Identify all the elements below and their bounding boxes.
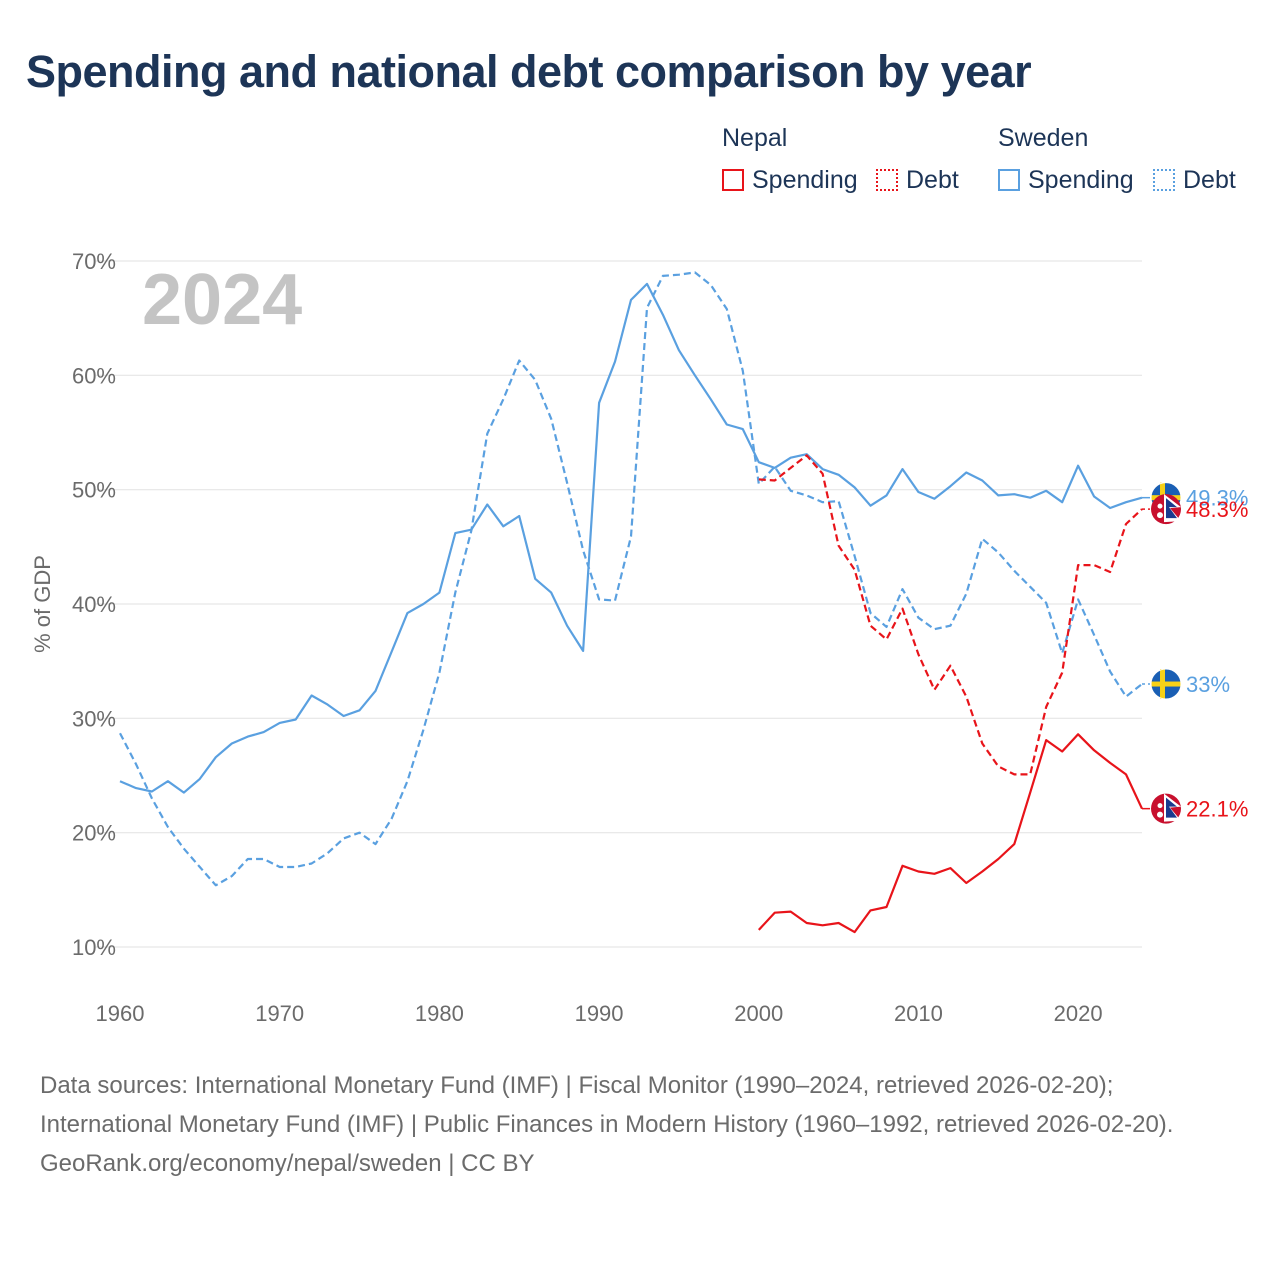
end-value-label: 49.3%	[1186, 486, 1248, 511]
sweden-flag-icon	[1150, 668, 1182, 700]
legend-nepal-spending[interactable]: Spending	[722, 165, 858, 195]
flag-border	[1166, 498, 1177, 519]
credit-link[interactable]: GeoRank.org/economy/nepal/sweden | CC BY	[40, 1150, 535, 1177]
sweden-debt-line[interactable]	[119, 271, 1143, 887]
legend-label: Debt	[1183, 165, 1236, 194]
legend-nepal-title: Nepal	[722, 124, 788, 152]
nepal-spending-line[interactable]	[757, 733, 1143, 934]
x-tick-label: 1980	[415, 1001, 464, 1026]
y-tick-label: 20%	[72, 821, 116, 846]
line-chart: 10% 20% 30% 40% 50% 60% 70% 1960 1970 1980 1990 20…	[30, 249, 1248, 1026]
legend-sweden-spending[interactable]: Spending	[998, 165, 1134, 195]
flag-moon	[1157, 503, 1163, 509]
legend-label: Debt	[906, 165, 959, 194]
sweden-spending-line[interactable]	[119, 282, 1143, 794]
legend-swatch-solid-red	[722, 169, 744, 191]
flag-cross-v	[1160, 669, 1165, 700]
series-lines	[119, 271, 1143, 934]
nepal-debt-line[interactable]	[758, 454, 1143, 776]
legend-nepal-debt[interactable]: Debt	[876, 165, 959, 195]
legend-label: Spending	[1028, 165, 1134, 194]
x-tick-label: 2020	[1054, 1001, 1103, 1026]
chart-title: Spending and national debt comparison by…	[26, 46, 1032, 97]
legend-swatch-dotted-blue	[1153, 169, 1175, 191]
footer: Data sources: International Monetary Fun…	[40, 1066, 1240, 1183]
flag-moon	[1157, 803, 1163, 809]
nepal-flag-icon	[1151, 494, 1181, 525]
y-axis-label: % of GDP	[30, 555, 55, 653]
x-tick-label: 1990	[575, 1001, 624, 1026]
y-tick-label: 50%	[72, 478, 116, 503]
x-tick-label: 2000	[734, 1001, 783, 1026]
nepal-flag-icon	[1151, 793, 1181, 824]
x-tick-label: 2010	[894, 1001, 943, 1026]
data-sources: Data sources: International Monetary Fun…	[40, 1072, 1174, 1138]
y-tick-label: 40%	[72, 592, 116, 617]
flag-ring	[1150, 668, 1182, 700]
legend-sweden-title: Sweden	[998, 124, 1089, 152]
y-tick-label: 30%	[72, 706, 116, 731]
flag-sun	[1157, 512, 1163, 519]
y-tick-label: 70%	[72, 249, 116, 274]
year-watermark: 2024	[142, 260, 302, 340]
flag-sun	[1157, 811, 1163, 818]
flag-cross-h	[1151, 681, 1181, 687]
legend-swatch-solid-blue	[998, 169, 1020, 191]
end-value-label: 22.1%	[1186, 797, 1248, 822]
y-tick-label: 60%	[72, 363, 116, 388]
gridlines	[96, 260, 1142, 948]
x-tick-label: 1970	[255, 1001, 304, 1026]
x-tick-label: 1960	[96, 1001, 145, 1026]
end-markers: 49.3% 33% 22.1% 48.3%	[1142, 482, 1248, 824]
legend-swatch-dotted-red	[876, 169, 898, 191]
legend-label: Spending	[752, 165, 858, 194]
flag-border	[1166, 797, 1177, 818]
y-axis: 10% 20% 30% 40% 50% 60% 70%	[72, 249, 116, 960]
end-value-label: 33%	[1186, 672, 1230, 697]
y-tick-label: 10%	[72, 935, 116, 960]
x-axis: 1960 1970 1980 1990 2000 2010 2020	[96, 1001, 1103, 1026]
legend-sweden-debt[interactable]: Debt	[1153, 165, 1236, 195]
end-value-label: 48.3%	[1186, 497, 1248, 522]
